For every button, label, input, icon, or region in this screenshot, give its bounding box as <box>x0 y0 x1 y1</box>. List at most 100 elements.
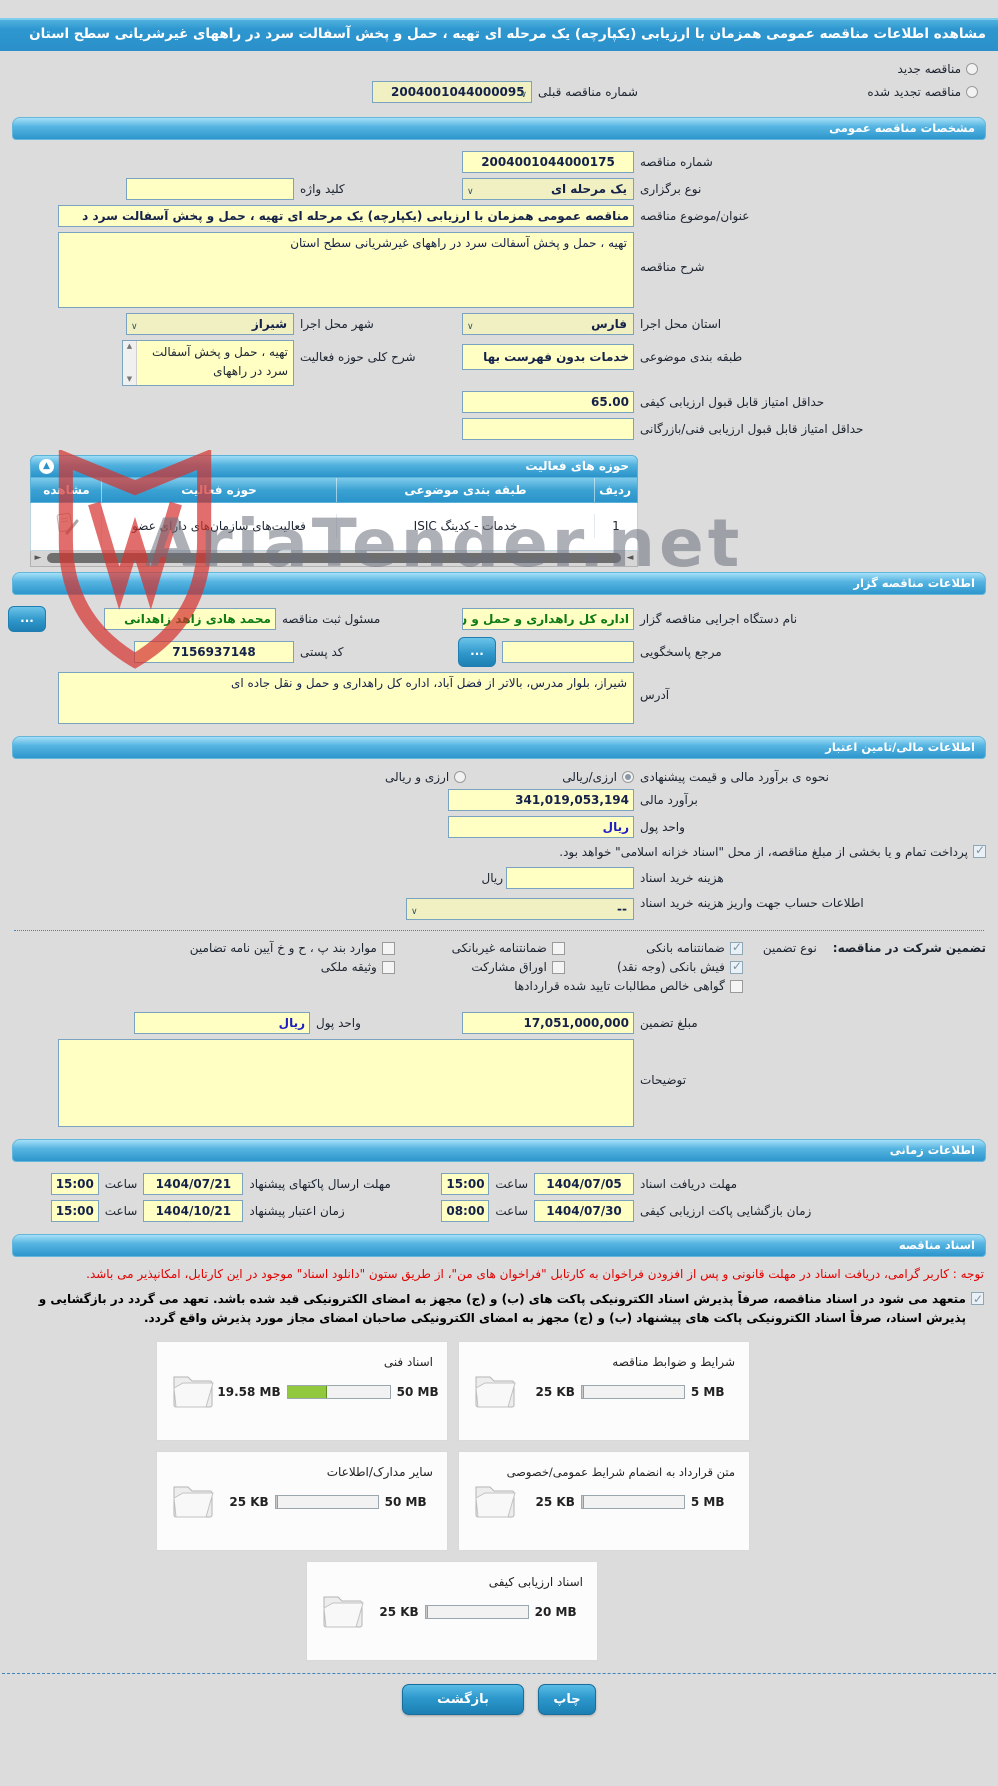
agency-label: نام دستگاه اجرایی مناقصه گزار <box>640 611 798 626</box>
prev-tender-number-select[interactable]: 2004001044000095 ∨ <box>372 80 532 103</box>
doc-card-quality[interactable]: اسناد ارزیابی کیفی 25 KB 20 MB <box>306 1561 598 1662</box>
postal-code-field[interactable]: 7156937148 <box>134 640 294 663</box>
agency-field[interactable]: اداره کل راهداری و حمل و ن <box>462 607 634 630</box>
doc-card-contract[interactable]: متن قرارداد به انضمام شرایط عمومی/خصوصی … <box>458 1451 750 1552</box>
doc-receive-deadline-label: مهلت دریافت اسناد <box>640 1177 738 1192</box>
scroll-left-icon[interactable]: ► <box>34 553 42 564</box>
province-select[interactable]: فارس ∨ <box>462 312 634 335</box>
doc-card-title: اسناد ارزیابی کیفی <box>488 1575 583 1590</box>
guarantee-regulation-checkbox[interactable] <box>381 941 395 955</box>
capacity-size: 50 MB <box>384 1495 427 1510</box>
browse-registrar-button[interactable]: ... <box>8 605 46 632</box>
doc-card-technical[interactable]: اسناد فنی 19.58 MB 50 MB <box>156 1341 448 1442</box>
tender-desc-field[interactable]: تهیه ، حمل و پخش آسفالت سرد در راههای غی… <box>58 231 634 308</box>
progress-bar <box>580 1495 685 1510</box>
used-size: 25 KB <box>229 1495 269 1510</box>
activity-table-header: ردیف طبقه بندی موضوعی حوزه فعالیت مشاهده <box>30 477 638 503</box>
quality-open-date[interactable]: 1404/07/30 <box>534 1200 634 1223</box>
prev-tender-number-label: شماره مناقصه قبلی <box>538 84 638 99</box>
doc-card-terms[interactable]: شرایط و ضوابط مناقصه 25 KB 5 MB <box>458 1341 750 1442</box>
envelope-send-deadline-time[interactable]: 15:00 <box>50 1173 99 1196</box>
registrar-field[interactable]: محمد هادی زاهد زاهدانی <box>104 607 276 630</box>
guarantee-cash-label: فیش بانکی (وجه نقد) <box>617 960 725 975</box>
scroll-up-icon[interactable]: ▲ <box>126 341 133 350</box>
back-button[interactable]: بازگشت <box>402 1684 524 1716</box>
min-quality-score-field[interactable]: 65.00 <box>462 390 634 413</box>
used-size: 25 KB <box>379 1605 419 1620</box>
responder-field[interactable] <box>502 640 634 663</box>
quality-open-time[interactable]: 08:00 <box>441 1200 490 1223</box>
doc-card-title: شرایط و ضوابط مناقصه <box>612 1355 735 1370</box>
chevron-down-icon: ∨ <box>520 89 527 100</box>
currency-field[interactable]: ریال <box>448 815 634 838</box>
section-gozaar-header: اطلاعات مناقصه گزار <box>12 571 986 595</box>
doc-receive-deadline-date[interactable]: 1404/07/05 <box>534 1173 634 1196</box>
guarantee-claims-checkbox[interactable] <box>729 979 743 993</box>
keyword-field[interactable] <box>126 177 294 200</box>
doc-card-title: متن قرارداد به انضمام شرایط عمومی/خصوصی <box>506 1465 735 1480</box>
folder-icon <box>321 1590 365 1633</box>
treasury-checkbox[interactable] <box>973 843 986 858</box>
responder-label: مرجع پاسخگویی <box>640 644 722 659</box>
guarantee-nonbank-checkbox[interactable] <box>551 941 565 955</box>
doc-receive-deadline-time[interactable]: 15:00 <box>441 1173 490 1196</box>
guarantee-amount-field[interactable]: 17,051,000,000 <box>462 1012 634 1035</box>
radio-rial-currency[interactable] <box>622 770 634 783</box>
vertical-scrollbar[interactable]: ▲ ▼ <box>123 340 137 385</box>
financial-estimate-field[interactable]: 341,019,053,194 <box>448 788 634 811</box>
scroll-down-icon[interactable]: ▼ <box>126 374 133 383</box>
offer-validity-time[interactable]: 15:00 <box>50 1200 99 1223</box>
folder-icon <box>171 1480 215 1523</box>
capacity-size: 5 MB <box>690 1495 725 1510</box>
guarantee-bonds-label: اوراق مشارکت <box>471 960 547 975</box>
print-button[interactable]: چاپ <box>538 1684 596 1716</box>
timing-form: مهلت دریافت اسناد 1404/07/05 ساعت 15:00 … <box>0 1166 998 1229</box>
notes-field[interactable] <box>58 1039 634 1128</box>
pledge-checkbox[interactable] <box>971 1290 984 1309</box>
activity-scope-field[interactable]: تهیه ، حمل و پخش آسفالت سرد در راههای ▲ ▼ <box>122 339 294 386</box>
holding-type-select[interactable]: یک مرحله ای ∨ <box>462 177 634 200</box>
guarantee-bonds-checkbox[interactable] <box>551 960 565 974</box>
doc-fee-field[interactable] <box>506 867 634 890</box>
guarantee-bank-checkbox[interactable] <box>729 940 743 955</box>
doc-card-other[interactable]: سایر مدارک/اطلاعات 25 KB 50 MB <box>156 1451 448 1552</box>
notes-label: توضیحات <box>640 1073 687 1088</box>
account-info-select[interactable]: -- ∨ <box>406 898 634 921</box>
address-field[interactable]: شیراز، بلوار مدرس، بالاتر از فضل آباد، ا… <box>58 671 634 724</box>
envelope-send-deadline-date[interactable]: 1404/07/21 <box>143 1173 244 1196</box>
col-view: مشاهده <box>32 477 102 502</box>
guarantee-property-checkbox[interactable] <box>381 960 395 974</box>
guarantee-currency-field[interactable]: ریال <box>134 1012 310 1035</box>
capacity-size: 50 MB <box>396 1385 439 1400</box>
doc-fee-unit: ریال <box>481 871 503 886</box>
city-select[interactable]: شیراز ∨ <box>126 312 294 335</box>
browse-responder-button[interactable]: ... <box>458 636 496 667</box>
subject-category-field[interactable]: خدمات بدون فهرست بها <box>462 343 634 370</box>
tender-type-options: مناقصه جدید مناقصه تجدید شده شماره مناقص… <box>0 51 998 112</box>
financial-form: نحوه ی برآورد مالی و قیمت پیشنهادی ارزی/… <box>0 763 998 1134</box>
radio-new-tender-label: مناقصه جدید <box>897 61 961 76</box>
view-document-icon[interactable] <box>53 511 81 542</box>
scroll-right-icon[interactable]: ◄ <box>626 553 634 564</box>
city-label: شهر محل اجرا <box>300 316 374 331</box>
horizontal-scrollbar[interactable]: ◄ ► <box>30 550 638 567</box>
tender-number-field[interactable]: 2004001044000175 <box>462 150 634 173</box>
radio-renewed-tender[interactable] <box>966 85 978 98</box>
offer-validity-date[interactable]: 1404/10/21 <box>143 1200 244 1223</box>
guarantee-currency-label: واحد پول <box>316 1016 361 1031</box>
row-view-cell <box>32 505 102 547</box>
radio-mixed-currency[interactable] <box>454 770 467 783</box>
tender-title-field[interactable]: مناقصه عمومی همزمان با ارزیابی (یکپارچه)… <box>58 204 634 227</box>
progress-bar <box>580 1385 685 1400</box>
radio-renewed-tender-label: مناقصه تجدید شده <box>867 84 961 99</box>
guarantee-type-label: نوع تضمین <box>762 941 817 956</box>
scrollbar-thumb[interactable] <box>47 553 621 564</box>
radio-new-tender[interactable] <box>966 62 978 75</box>
section-documents-header: اسناد مناقصه <box>12 1234 986 1258</box>
section-general-header: مشخصات مناقصه عمومی <box>12 116 986 140</box>
treasury-note: پرداخت تمام و یا بخشی از مبلغ مناقصه، از… <box>559 844 968 859</box>
min-tech-score-field[interactable] <box>462 417 634 440</box>
collapse-icon[interactable]: ▲ <box>39 458 54 474</box>
guarantee-cash-checkbox[interactable] <box>729 959 743 974</box>
radio-mixed-currency-label: ارزی و ریالی <box>384 769 450 784</box>
